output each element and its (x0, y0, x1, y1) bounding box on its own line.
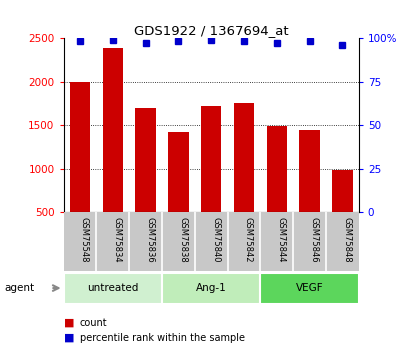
Text: GSM75840: GSM75840 (211, 217, 220, 262)
Text: GSM75846: GSM75846 (309, 217, 318, 263)
Text: GSM75842: GSM75842 (243, 217, 252, 262)
Text: GSM75838: GSM75838 (178, 217, 187, 263)
Bar (63, 273, 162, 304)
Bar (200, 106, 221, 212)
Text: GSM75548: GSM75548 (80, 217, 89, 262)
Text: percentile rank within the sample: percentile rank within the sample (80, 333, 244, 343)
Text: agent: agent (4, 283, 34, 293)
Bar (266, 126, 286, 212)
Text: VEGF: VEGF (295, 283, 323, 293)
Bar (70, 81, 90, 212)
Bar (135, 108, 155, 212)
Text: GSM75834: GSM75834 (112, 217, 121, 263)
Text: GSM75844: GSM75844 (276, 217, 285, 262)
Text: count: count (80, 318, 107, 327)
Bar (331, 170, 352, 212)
Text: GSM75848: GSM75848 (342, 217, 351, 263)
Text: ■: ■ (63, 333, 74, 343)
Text: untreated: untreated (87, 283, 138, 293)
Text: Ang-1: Ang-1 (196, 283, 226, 293)
Title: GDS1922 / 1367694_at: GDS1922 / 1367694_at (133, 24, 288, 37)
Text: GSM75836: GSM75836 (145, 217, 154, 263)
Bar (102, 48, 123, 212)
Bar (299, 130, 319, 212)
Bar (162, 273, 260, 304)
Bar (260, 273, 358, 304)
Bar (168, 132, 188, 212)
Text: ■: ■ (63, 318, 74, 327)
Bar (233, 103, 254, 212)
